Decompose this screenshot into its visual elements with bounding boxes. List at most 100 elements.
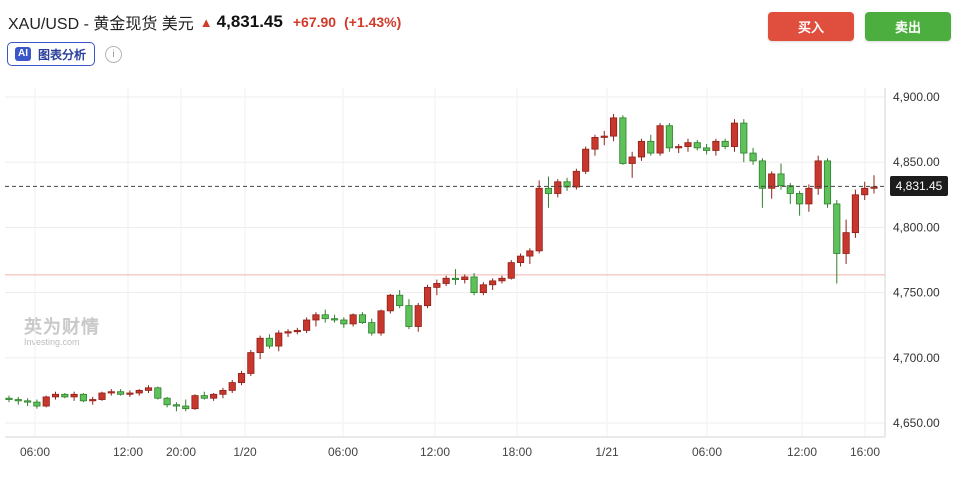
candle-body [544,187,553,194]
x-tick-label: 06:00 [20,445,50,459]
x-tick-label: 20:00 [166,445,196,459]
candle-body [516,255,525,264]
y-tick-label: 4,650.00 [893,416,940,430]
candle-body [191,395,199,410]
candle-body [489,280,497,286]
candle-body [42,396,50,407]
x-tick-label: 12:00 [420,445,450,459]
price-change: +67.90 [292,14,337,30]
candle-body [721,140,729,147]
price-change-percent: (+1.43%) [344,14,402,30]
candle-body [182,405,190,410]
candle-body [823,160,832,205]
candle-body [526,250,534,257]
candle-body [358,314,367,323]
x-tick-label: 12:00 [113,445,143,459]
candle-body [247,352,255,374]
candle-body [210,393,218,399]
ai-chart-analysis-button[interactable]: AI 图表分析 [7,42,96,66]
candle-body [135,389,143,394]
last-price-tag: 4,831.45 [890,176,948,196]
candle-body [219,389,227,395]
candle-body [712,140,720,151]
info-icon[interactable]: i [105,45,123,63]
candle-body [693,142,701,149]
candle-body [637,140,646,158]
candle-body [786,185,794,194]
watermark-en: Investing.com [24,337,80,347]
candle-body [24,400,32,403]
candle-body [51,393,60,398]
candle-body [5,397,13,400]
candle-body [703,147,711,151]
candle-body [293,330,301,333]
candle-body [349,314,357,325]
candle-body [647,140,655,154]
candle-body [414,305,422,327]
candle-body [749,152,757,162]
y-tick-label: 4,700.00 [893,351,940,365]
candle-body [796,193,804,205]
x-tick-label: 1/20 [233,445,257,459]
instrument-name: XAU/USD - 黄金现货 美元 [8,16,194,33]
candle-body [386,294,394,312]
candle-body [423,286,432,307]
candle-body [768,173,776,189]
candle-body [805,187,813,205]
candle-body [740,122,748,154]
candle-body [433,283,441,288]
candle-body [777,173,785,187]
candle-body [377,310,385,334]
watermark-cn: 英为财情 [24,317,100,337]
candle-body [200,395,208,399]
candle-body [610,117,618,137]
candle-body [461,276,469,280]
candle-body [730,122,739,147]
candle-body [619,117,627,164]
candle-body [396,294,404,307]
candlestick-chart[interactable]: 4,900.00 4,850.00 4,800.00 4,750.00 4,700.00… [0,80,960,480]
candle-body [368,322,376,334]
candle-body [228,382,236,391]
candle-body [98,392,106,400]
candle-body [842,232,850,254]
candle-body [340,319,348,325]
candle-body [572,170,580,188]
candle-body [126,392,134,395]
candle-body [107,391,115,394]
candle-body [563,181,571,188]
candle-body [833,203,841,254]
ai-icon: AI [15,47,31,61]
candle-body [275,332,283,347]
candle-body [656,125,664,154]
candle-body [758,160,766,189]
candle-body [870,186,878,189]
candle-body [507,262,515,279]
sell-button[interactable]: 卖出 [865,12,951,41]
x-tick-label: 16:00 [850,445,880,459]
candle-body [600,135,608,138]
candle-body [163,397,171,406]
candle-body [582,148,590,172]
candle-body [442,277,450,284]
candle-body [861,187,869,196]
watermark-logo: 英为财情 Investing.com [24,313,100,347]
candle-body [321,314,329,320]
candle-body [330,318,339,321]
candle-body [312,314,320,321]
candle-body [498,277,506,282]
quote-title-row: XAU/USD - 黄金现货 美元 ▲ 4,831.45 +67.90 (+1.… [8,10,401,34]
y-tick-label: 4,800.00 [893,220,940,234]
candle-body [256,337,264,353]
y-tick-label: 4,750.00 [893,286,940,300]
x-tick-label: 1/21 [595,445,619,459]
candle-body [405,305,413,327]
candle-body [675,146,683,149]
candle-body [144,387,153,391]
candle-body [303,319,311,331]
buy-button[interactable]: 买入 [768,12,854,41]
candle-body [154,387,162,399]
candle-body [470,276,478,293]
candle-body [684,142,692,147]
candle-body [665,125,673,149]
